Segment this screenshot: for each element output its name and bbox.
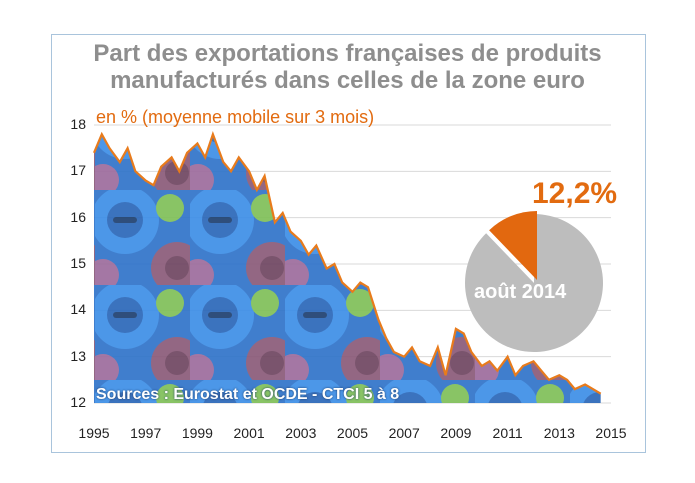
chart-title-line-2: manufacturés dans celles de la zone euro	[110, 67, 585, 94]
pie-slice-share	[489, 211, 537, 280]
x-tick-label: 2011	[492, 425, 523, 441]
pie-value-label: 12,2%	[532, 177, 618, 210]
pie-slice-rest	[464, 214, 603, 352]
y-tick-label: 16	[70, 208, 86, 225]
x-tick-label: 2001	[233, 425, 265, 441]
y-tick-label: 12	[70, 394, 86, 410]
chart-title-line-1: Part des exportations françaises de prod…	[93, 40, 602, 67]
x-tick-label: 1999	[181, 425, 213, 441]
pie-chart	[464, 211, 603, 352]
x-tick-label: 2003	[285, 425, 317, 441]
x-tick-label: 1995	[78, 425, 110, 441]
pie-date-label: août 2014	[474, 281, 567, 303]
x-tick-label: 2009	[440, 425, 472, 441]
series-area-fill	[94, 134, 601, 404]
source-note: Sources : Eurostat et OCDE - CTCI 5 à 8	[96, 386, 400, 403]
x-tick-label: 2007	[388, 425, 420, 441]
x-tick-label: 2015	[595, 425, 627, 441]
x-tick-label: 2013	[543, 425, 575, 441]
x-tick-label: 1997	[130, 425, 162, 441]
y-tick-label: 13	[70, 347, 86, 364]
y-tick-label: 17	[70, 162, 86, 179]
chart-subtitle: en % (moyenne mobile sur 3 mois)	[96, 107, 375, 127]
y-tick-label: 18	[70, 116, 86, 132]
x-tick-label: 2005	[336, 425, 369, 441]
y-tick-label: 14	[70, 301, 86, 318]
series-line	[92, 131, 602, 395]
y-tick-label: 15	[70, 255, 86, 271]
